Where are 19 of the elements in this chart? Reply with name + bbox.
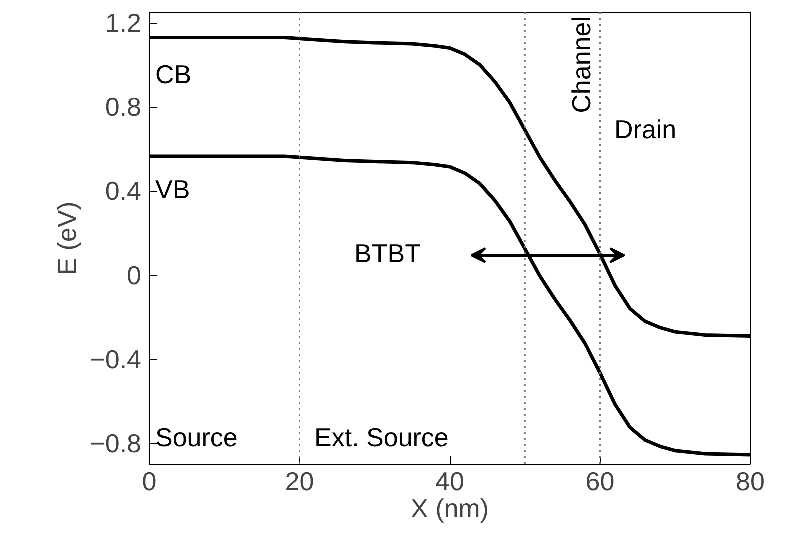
x-tick-label: 80 — [736, 466, 765, 496]
y-tick-label: 1.2 — [105, 8, 142, 38]
x-tick-label: 60 — [586, 466, 615, 496]
x-tick-label: 20 — [285, 466, 314, 496]
annotation: BTBT — [354, 238, 422, 268]
ref-line-label: Channel — [566, 16, 596, 114]
annotation: VB — [156, 174, 190, 204]
y-tick-label: 0.8 — [105, 92, 142, 122]
annotation: Drain — [614, 114, 677, 144]
y-tick-label: −0.4 — [90, 344, 142, 374]
x-tick-label: 40 — [436, 466, 464, 496]
y-tick-label: −0.8 — [90, 428, 142, 458]
y-tick-label: 0.4 — [105, 176, 142, 206]
x-axis-title: X (nm) — [411, 494, 489, 524]
annotation: Source — [156, 422, 238, 452]
annotation: CB — [156, 60, 192, 90]
y-tick-label: 0 — [127, 260, 142, 290]
annotation: Ext. Source — [314, 422, 449, 452]
y-axis-title: E (eV) — [52, 202, 82, 276]
